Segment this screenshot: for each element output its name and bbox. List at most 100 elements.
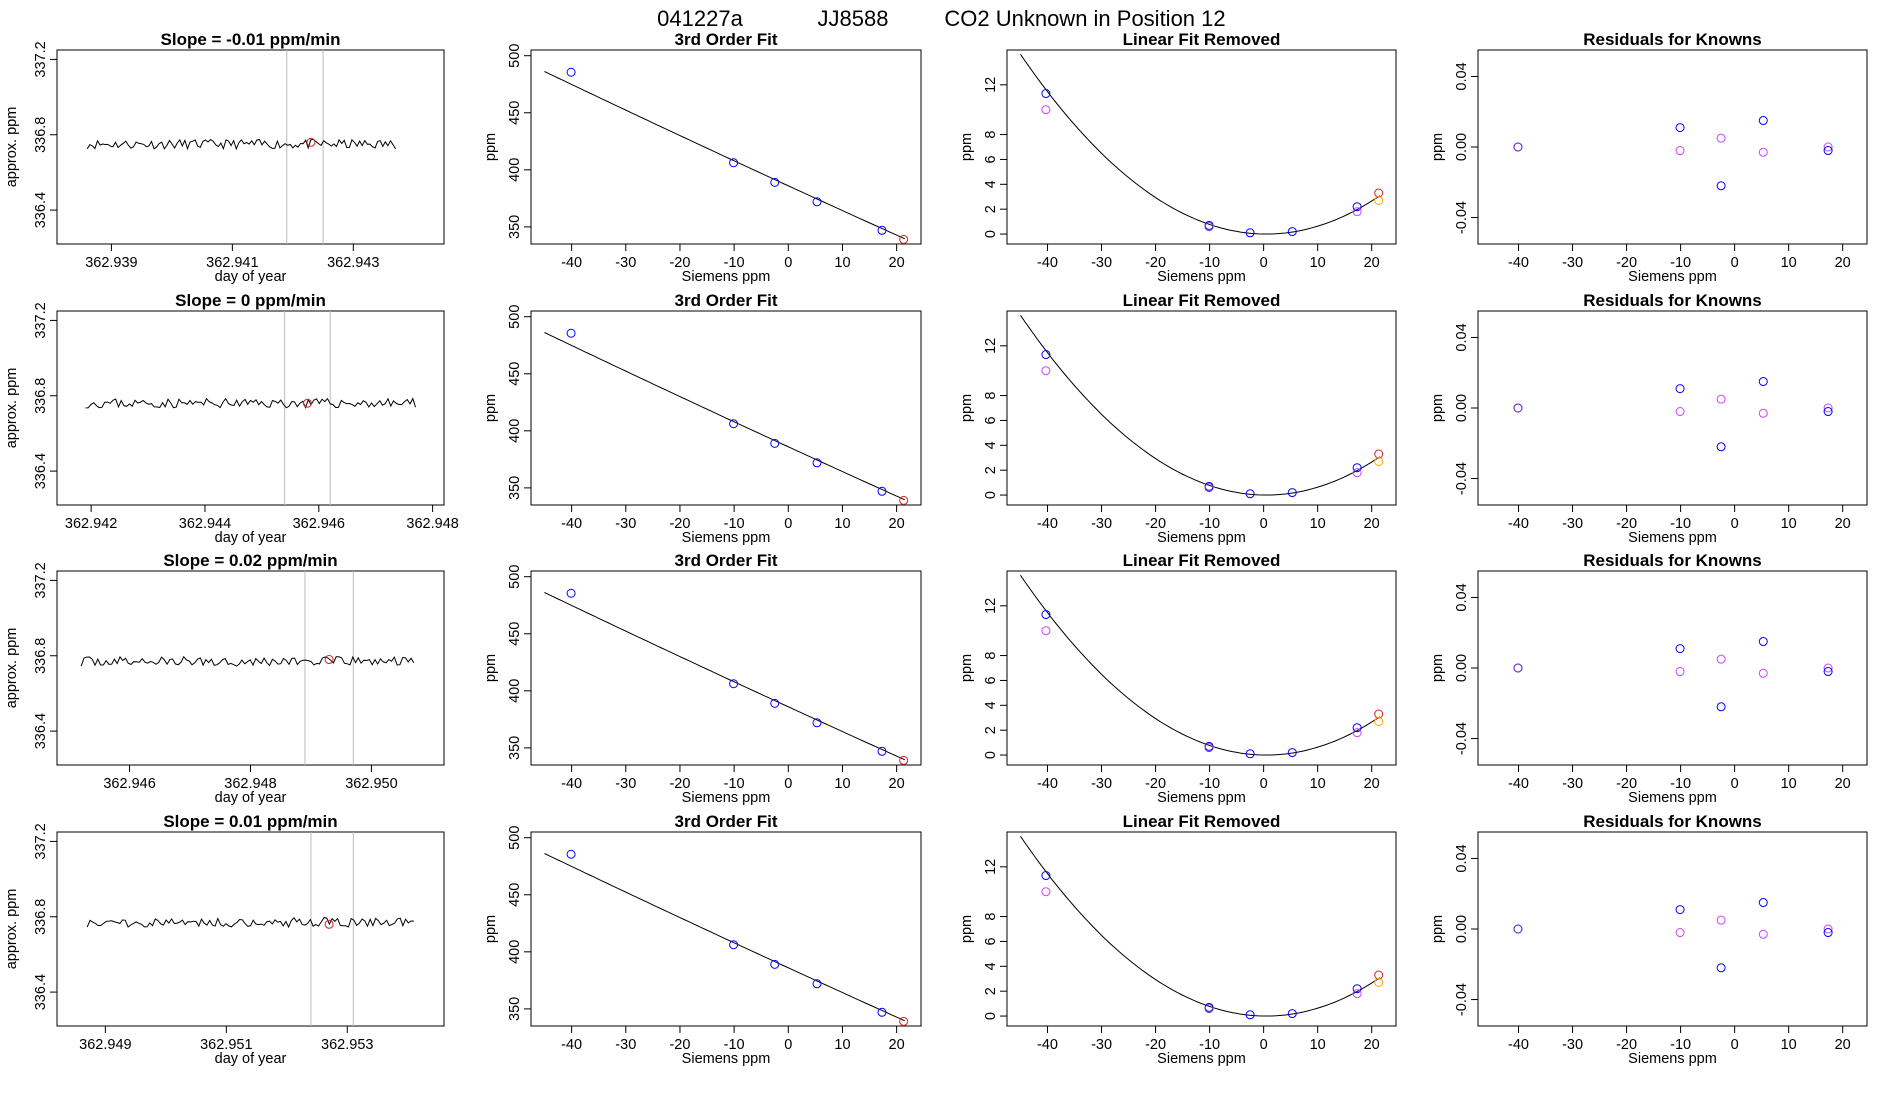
x-axis-label: Siemens ppm [1628,269,1717,285]
x-tick-label: -10 [1670,255,1691,271]
data-point [1675,928,1685,938]
y-tick-label: 2 [983,205,999,213]
data-point [1675,644,1685,654]
y-tick-label: 8 [983,913,999,921]
data-point [1758,898,1768,908]
data-point [1352,989,1362,999]
data-point [1374,716,1384,726]
x-tick-label: -10 [724,776,745,792]
data-point [877,1007,887,1017]
data-point [1823,667,1833,677]
data-point [1675,384,1685,394]
y-tick-label: 12 [983,338,999,354]
data-point [1287,1009,1297,1019]
data-point [1352,202,1362,212]
y-tick-label: 4 [983,180,999,188]
data-point [1758,637,1768,647]
data-point [1675,407,1685,417]
x-axis-label: Siemens ppm [682,530,771,546]
data-point [1374,977,1384,987]
y-tick-label: 8 [983,652,999,660]
x-axis-label: day of year [215,269,287,285]
sample-point [324,919,334,929]
data-point [1716,394,1726,404]
data-point [1758,377,1768,387]
fit-curve [544,592,906,761]
x-tick-label: -20 [1145,1037,1166,1053]
y-axis-label: ppm [1430,915,1446,943]
x-tick-label: -30 [615,516,636,532]
y-tick-label: 0.00 [1454,394,1470,422]
data-point [1374,449,1384,459]
x-tick-label: -30 [1091,1037,1112,1053]
data-point [899,234,909,244]
y-tick-label: -0.04 [1454,201,1470,234]
data-point [1352,468,1362,478]
panel-r2-c2: 3rd Order Fit -40 -30 -20 -10 0 10 20 Siemens pp… [483,291,922,546]
data-point [899,755,909,765]
y-tick-label: 337.2 [33,302,49,338]
y-tick-label: 450 [507,883,523,907]
panel-title: Slope = 0.02 ppm/min [163,551,337,570]
x-tick-label: 362.944 [179,516,231,532]
data-point [1204,222,1214,232]
data-point [1041,366,1051,376]
x-tick-label: -10 [1670,516,1691,532]
x-tick-label: 10 [1781,1037,1797,1053]
data-point [1245,1010,1255,1020]
data-point [1204,1004,1214,1014]
sample-point [324,655,334,665]
fit-curve [1020,54,1381,235]
panel-r3-c3: Linear Fit Removed-40 -30 -20 -10 0 10 20Sieme… [959,551,1397,806]
panel-title: Residuals for Knowns [1583,30,1762,49]
x-tick-label: -20 [1145,516,1166,532]
panel-title: Slope = 0 ppm/min [175,291,326,310]
figure-title-run-id: 041227a [657,6,743,31]
x-tick-label: -20 [1145,776,1166,792]
x-tick-label: 0 [1260,1037,1268,1053]
x-tick-label: 0 [784,776,792,792]
y-tick-label: 0 [983,751,999,759]
y-tick-label: 6 [983,155,999,163]
x-tick-label: 20 [889,255,905,271]
data-point [1513,403,1523,413]
panel-title: Residuals for Knowns [1583,812,1762,831]
fit-curve [1020,315,1381,496]
x-tick-label: -40 [1037,516,1058,532]
x-axis-label: Siemens ppm [682,1051,771,1067]
panel-title: Linear Fit Removed [1123,551,1281,570]
data-point [1716,133,1726,143]
y-tick-label: 336.4 [33,453,49,489]
y-tick-label: 500 [507,44,523,68]
x-axis-label: Siemens ppm [1628,790,1717,806]
x-tick-label: -20 [1616,516,1637,532]
y-axis-label: ppm [1430,133,1446,161]
y-axis-label: ppm [483,394,499,422]
x-tick-label: -40 [561,516,582,532]
x-axis-label: Siemens ppm [1628,1051,1717,1067]
y-axis-label: ppm [959,133,975,161]
data-point [1716,181,1726,191]
x-tick-label: -40 [1037,776,1058,792]
x-tick-label: -40 [1508,1037,1529,1053]
y-tick-label: -0.04 [1454,462,1470,495]
data-point [566,67,576,77]
panel-title: 3rd Order Fit [675,291,778,310]
panel-r1-c4: Residuals for Knowns -40 -30 -20 -10 0 10 20 Sie… [1430,30,1868,285]
data-point [1513,924,1523,934]
fit-curve [1020,836,1381,1017]
data-point [1675,123,1685,133]
y-tick-label: 0.04 [1454,62,1470,90]
plot-frame [1006,570,1397,766]
panel-r1-c1: Slope = -0.01 ppm/min 362.939 362.941 362.9… [4,30,445,285]
panel-title: Linear Fit Removed [1123,30,1281,49]
figure-title-description: CO2 Unknown in Position 12 [944,6,1225,31]
y-tick-label: 0.04 [1454,323,1470,351]
x-tick-label: -40 [561,255,582,271]
x-tick-label: 20 [889,1037,905,1053]
x-tick-label: -40 [561,1037,582,1053]
signal-line [85,397,416,409]
y-tick-label: 4 [983,441,999,449]
data-point [1245,489,1255,499]
data-point [877,746,887,756]
